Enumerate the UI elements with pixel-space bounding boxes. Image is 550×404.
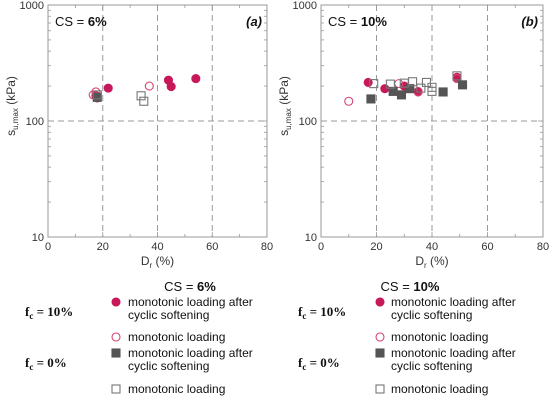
data-point-f0-cyclic bbox=[457, 80, 468, 90]
legend-marker-f0-mono bbox=[375, 384, 385, 394]
x-tick-label: 80 bbox=[261, 241, 273, 253]
legend-item-text: cyclic softening bbox=[128, 308, 209, 322]
legend-cs-title: CS = 10% bbox=[381, 279, 440, 294]
scatter-panel-b: 0 20 40 60 80 10 100 1000 Dr (%) su,max (kPa) CS =… bbox=[277, 0, 549, 270]
data-point-f10-cyclic bbox=[103, 83, 113, 93]
legend-item-text: monotonic loading after bbox=[128, 295, 253, 309]
y-tick-label: 100 bbox=[299, 116, 317, 128]
legend-fc-label: fc = 0% bbox=[25, 355, 67, 372]
legend-b: CS = 10%fc = 10%monotonic loading afterc… bbox=[298, 279, 516, 396]
legend-item-text: monotonic loading bbox=[128, 330, 225, 344]
legend-item-text: cyclic softening bbox=[391, 359, 472, 373]
y-tick-label: 10 bbox=[32, 232, 44, 244]
y-tick-label: 100 bbox=[26, 116, 44, 128]
y-tick-label: 1000 bbox=[20, 0, 44, 12]
data-point-f0-mono bbox=[136, 91, 146, 101]
data-point-f0-mono bbox=[139, 96, 149, 106]
data-point-f0-mono bbox=[92, 90, 102, 100]
y-axis-label: su,max (kPa) bbox=[4, 76, 20, 136]
x-tick-label: 0 bbox=[45, 241, 51, 253]
data-point-f0-mono bbox=[408, 77, 418, 87]
legend-item-text: monotonic loading bbox=[391, 330, 488, 344]
data-point-f10-cyclic bbox=[380, 84, 390, 94]
data-point-f0-mono bbox=[369, 79, 379, 89]
x-axis-label: Dr (%) bbox=[141, 254, 174, 270]
data-point-f10-cyclic bbox=[166, 82, 176, 92]
data-point-f10-mono bbox=[144, 81, 154, 91]
data-point-f10-cyclic bbox=[191, 74, 201, 84]
data-point-f0-cyclic bbox=[92, 92, 102, 102]
x-tick-marks bbox=[47, 5, 268, 237]
legend-fc-label: fc = 0% bbox=[298, 355, 340, 372]
legend-item-text: monotonic loading bbox=[391, 382, 488, 396]
scatter-panel-a: 0 20 40 60 80 10 100 1000 Dr (%) su,max (kPa) CS =… bbox=[4, 0, 273, 270]
y-tick-label: 10 bbox=[305, 232, 317, 244]
panel-tag: (a) bbox=[246, 14, 262, 29]
data-point-f0-cyclic bbox=[405, 84, 415, 94]
x-tick-label: 40 bbox=[426, 241, 438, 253]
data-point-f0-mono bbox=[416, 83, 426, 93]
legend-marker-f10-cyclic bbox=[111, 297, 121, 307]
legend-marker-f10-mono bbox=[375, 332, 385, 342]
y-tick-marks bbox=[321, 9, 543, 238]
x-tick-label: 40 bbox=[151, 241, 163, 253]
legend-a: CS = 6%fc = 10%monotonic loading aftercy… bbox=[25, 279, 253, 396]
data-point-f0-mono bbox=[421, 77, 432, 87]
x-tick-marks bbox=[320, 5, 544, 237]
legend-fc-label: fc = 10% bbox=[25, 304, 73, 321]
data-point-f0-cyclic bbox=[438, 87, 448, 97]
panel-tag: (b) bbox=[521, 14, 538, 29]
y-axis-label: su,max (kPa) bbox=[277, 76, 293, 136]
legend-marker-f10-mono bbox=[111, 332, 121, 342]
legend-item-text: monotonic loading after bbox=[391, 295, 516, 309]
legend-marker-f10-cyclic bbox=[375, 297, 385, 307]
data-point-f0-cyclic bbox=[366, 94, 376, 104]
legend-marker-f0-cyclic bbox=[375, 348, 385, 358]
y-tick-label: 1000 bbox=[293, 0, 317, 12]
x-tick-label: 60 bbox=[481, 241, 493, 253]
legend-item-text: cyclic softening bbox=[128, 359, 209, 373]
x-tick-label: 20 bbox=[97, 241, 109, 253]
data-point-f0-cyclic bbox=[396, 90, 407, 100]
data-point-f0-mono bbox=[385, 79, 395, 89]
x-tick-label: 0 bbox=[318, 241, 324, 253]
cs-annotation: CS = 6% bbox=[55, 14, 107, 29]
data-point-f10-mono bbox=[344, 96, 354, 106]
x-tick-label: 20 bbox=[370, 241, 382, 253]
x-tick-label: 60 bbox=[206, 241, 218, 253]
data-point-f0-mono bbox=[427, 82, 437, 92]
cs-annotation: CS = 10% bbox=[328, 14, 387, 29]
legend-item-text: monotonic loading after bbox=[128, 346, 253, 360]
data-point-f0-mono bbox=[452, 71, 462, 81]
legend-item-text: monotonic loading bbox=[128, 382, 225, 396]
legend-marker-f0-mono bbox=[111, 384, 121, 394]
legend-marker-f0-cyclic bbox=[111, 348, 121, 358]
y-tick-marks bbox=[48, 9, 267, 238]
legend-item-text: cyclic softening bbox=[391, 308, 472, 322]
x-tick-label: 80 bbox=[537, 241, 549, 253]
legend-cs-title: CS = 6% bbox=[164, 279, 216, 294]
x-axis-label: Dr (%) bbox=[415, 254, 448, 270]
legend-item-text: monotonic loading after bbox=[391, 346, 516, 360]
legend-fc-label: fc = 10% bbox=[298, 304, 346, 321]
